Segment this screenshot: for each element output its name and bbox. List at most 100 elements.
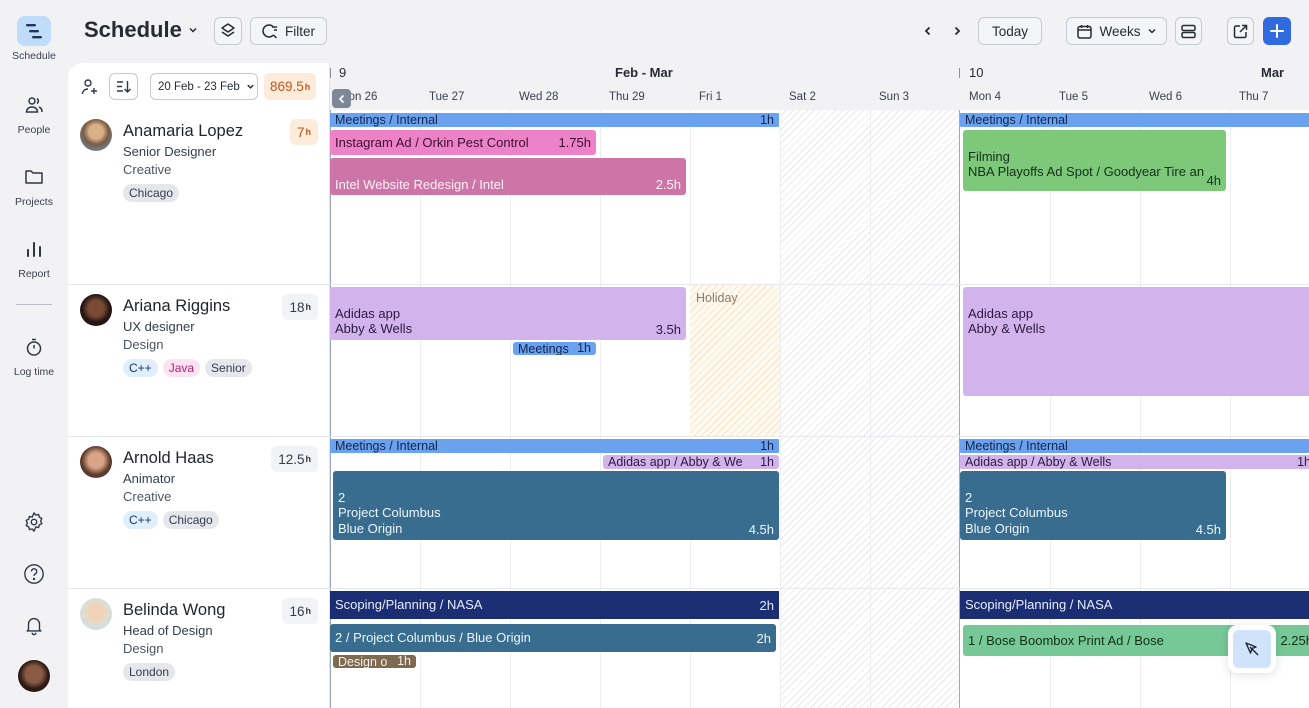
- person-row[interactable]: Belinda Wong Head of Design Design Londo…: [68, 588, 330, 708]
- day-label: Tue 27: [429, 91, 465, 103]
- event-bar[interactable]: Meetings / Internal: [960, 113, 1309, 127]
- day-divider: [600, 110, 601, 708]
- share-button[interactable]: [1227, 17, 1254, 45]
- filter-search-icon: [262, 23, 278, 39]
- event-hours: 1h: [760, 113, 774, 127]
- holiday-label: Holiday: [696, 291, 738, 305]
- nav-item-report[interactable]: Report: [0, 234, 68, 280]
- density-toggle[interactable]: [1175, 17, 1202, 45]
- event-hours: 1h: [1297, 455, 1309, 469]
- schedule-calendar: 9 Feb - Mar 10 Mar Mon 26 Tue 27 Wed 28 …: [330, 63, 1309, 708]
- pointer-mode-button[interactable]: [1228, 625, 1276, 673]
- event-title: 2 Project Columbus Blue Origin: [338, 489, 441, 536]
- event-hours: 1h: [760, 439, 774, 453]
- event-hours: 1h: [760, 455, 774, 469]
- user-avatar[interactable]: [18, 660, 50, 692]
- event-bar[interactable]: Instagram Ad / Orkin Pest Control 1.75h: [330, 130, 596, 155]
- person-department: Design: [123, 337, 164, 352]
- month-label: Feb - Mar: [615, 65, 673, 80]
- filter-button[interactable]: Filter: [250, 17, 327, 45]
- person-tags: C++ Java Senior: [123, 359, 252, 377]
- layers-button[interactable]: [214, 17, 242, 45]
- nav-item-projects[interactable]: Projects: [0, 162, 68, 208]
- event-hours: 2.5h: [655, 176, 681, 192]
- next-button[interactable]: [946, 20, 968, 42]
- rows-icon: [1181, 24, 1196, 38]
- person-department: Creative: [123, 162, 172, 177]
- person-tags: Chicago: [123, 184, 180, 202]
- event-bar[interactable]: 2 / Project Columbus / Blue Origin 2h: [330, 624, 776, 652]
- day-divider: [510, 110, 511, 708]
- day-divider: [1050, 110, 1051, 708]
- row-divider: [330, 588, 1309, 589]
- event-hours: 4h: [1206, 172, 1221, 188]
- chevron-left-icon: [924, 26, 931, 36]
- day-divider: [1140, 110, 1141, 708]
- settings-button[interactable]: [0, 507, 68, 537]
- event-bar[interactable]: Filming NBA Playoffs Ad Spot / Goodyear …: [963, 130, 1226, 191]
- person-avatar: [80, 294, 112, 326]
- week-number: 10: [969, 65, 984, 80]
- holiday-block[interactable]: Holiday: [690, 285, 780, 436]
- event-bar[interactable]: Scoping/Planning / NASA 2h: [330, 591, 779, 619]
- event-bar[interactable]: Scoping/Planning / NASA: [960, 591, 1309, 619]
- schedule-grid[interactable]: Holiday Meetings / Internal 1h Instagram …: [330, 110, 1309, 708]
- event-bar[interactable]: Meetings / Internal: [960, 439, 1309, 453]
- filter-label: Filter: [285, 23, 315, 39]
- add-button[interactable]: [1263, 17, 1291, 45]
- event-bar[interactable]: Design o 1h: [333, 655, 416, 668]
- add-person-button[interactable]: [78, 75, 102, 99]
- nav-divider: [16, 304, 52, 305]
- person-department: Creative: [123, 489, 172, 504]
- notifications-button[interactable]: [0, 610, 68, 640]
- person-name: Belinda Wong: [123, 601, 226, 619]
- total-hours-value: 869.5: [270, 79, 304, 94]
- event-hours: 2.25h: [1280, 632, 1309, 648]
- hours-value: 7: [296, 124, 305, 140]
- day-divider: [870, 110, 871, 708]
- nav-item-people[interactable]: People: [0, 90, 68, 136]
- event-bar[interactable]: Meetings / Internal 1h: [330, 439, 779, 453]
- add-person-icon: [81, 79, 97, 95]
- week-marker: [330, 68, 331, 78]
- event-bar[interactable]: Adidas app / Abby & Wells 1h: [960, 455, 1309, 469]
- page-title[interactable]: Schedule: [84, 17, 198, 43]
- chevron-left-icon: [338, 94, 344, 103]
- event-bar[interactable]: Adidas app Abby & Wells: [963, 287, 1309, 396]
- event-bar[interactable]: Adidas app Abby & Wells 3.5h: [330, 287, 686, 340]
- event-bar[interactable]: Intel Website Redesign / Intel 2.5h: [330, 158, 686, 195]
- sort-button[interactable]: [109, 73, 138, 100]
- event-bar[interactable]: 2 Project Columbus Blue Origin 4.5h: [333, 471, 779, 540]
- event-title: Scoping/Planning / NASA: [335, 597, 483, 613]
- plus-icon: [1270, 24, 1284, 38]
- person-row[interactable]: Arnold Haas Animator Creative C++ Chicag…: [68, 436, 330, 588]
- today-button[interactable]: Today: [978, 17, 1042, 45]
- external-link-icon: [1233, 24, 1248, 38]
- bell-icon: [17, 610, 51, 640]
- event-hours: 1.75h: [558, 134, 591, 150]
- chevron-down-icon: [1147, 28, 1156, 34]
- view-select[interactable]: Weeks: [1066, 17, 1167, 45]
- nav-item-log-time[interactable]: Log time: [0, 332, 68, 378]
- event-bar[interactable]: Meetings / Internal 1h: [330, 113, 779, 127]
- prev-button[interactable]: [917, 20, 939, 42]
- event-title: Instagram Ad / Orkin Pest Control: [335, 134, 529, 150]
- layers-icon: [221, 23, 235, 37]
- nav-item-schedule[interactable]: Schedule: [0, 16, 68, 62]
- event-bar[interactable]: Adidas app / Abby & We 1h: [603, 455, 779, 469]
- person-row[interactable]: Anamaria Lopez Senior Designer Creative …: [68, 110, 330, 284]
- collapse-panel-button[interactable]: [332, 89, 351, 108]
- help-button[interactable]: [0, 559, 68, 589]
- event-bar[interactable]: 2 Project Columbus Blue Origin 4.5h: [960, 471, 1226, 540]
- day-divider: [420, 110, 421, 708]
- event-hours: 2h: [756, 630, 771, 646]
- event-title: Design o: [338, 655, 388, 668]
- person-tags: C++ Chicago: [123, 511, 219, 529]
- event-title: Meetings / Internal: [965, 113, 1068, 127]
- person-department: Design: [123, 641, 164, 656]
- date-range-select[interactable]: 20 Feb - 23 Feb: [150, 73, 258, 100]
- person-row[interactable]: Ariana Riggins UX designer Design C++ Ja…: [68, 284, 330, 436]
- week-divider: [959, 110, 960, 708]
- event-hours: 3.5h: [655, 321, 681, 337]
- event-bar[interactable]: Meetings 1h: [513, 342, 596, 355]
